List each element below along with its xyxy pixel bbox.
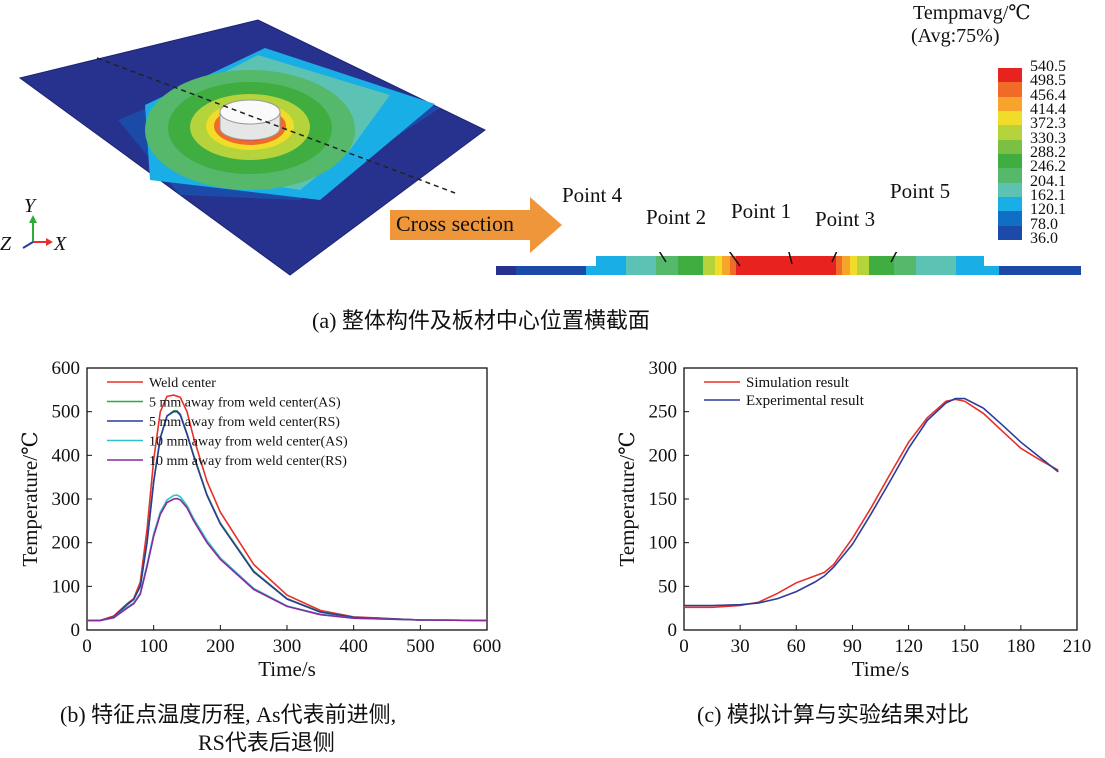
legend-label: 10 mm away from weld center(AS)	[149, 435, 348, 450]
x-axis-label: Time/s	[852, 657, 910, 681]
colorbar-value: 330.3	[1030, 129, 1066, 147]
colorbar-band	[998, 168, 1022, 184]
x-axis-label: Time/s	[258, 657, 316, 681]
x-tick-label: 0	[82, 636, 92, 657]
x-tick-label: 400	[339, 636, 368, 657]
colorbar-value: 372.3	[1030, 115, 1066, 133]
colorbar-band	[998, 182, 1022, 198]
x-tick-label: 60	[787, 636, 806, 657]
colorbar-band	[998, 197, 1022, 212]
x-tick-label: 180	[1007, 636, 1036, 657]
axis-label-y: Y	[24, 195, 36, 217]
cross-section-label: Cross section	[396, 211, 514, 236]
series-line	[684, 397, 1059, 607]
x-tick-label: 0	[679, 636, 689, 657]
point-1-label: Point 1	[731, 199, 792, 223]
x-tick-label: 300	[273, 636, 302, 657]
y-axis-label: Temperature/℃	[615, 431, 639, 566]
colorbar-value: 498.5	[1030, 72, 1066, 90]
caption-b-line2: RS代表后退侧	[198, 730, 335, 755]
cross-section-arrow	[390, 197, 562, 253]
x-tick-label: 30	[731, 636, 750, 657]
colorbar-band	[998, 125, 1022, 141]
cross-section-strip	[496, 252, 1081, 275]
legend-label: Experimental result	[746, 393, 865, 409]
x-tick-label: 210	[1063, 636, 1092, 657]
x-tick-label: 120	[894, 636, 923, 657]
y-tick-label: 500	[52, 402, 81, 423]
colorbar-value: 288.2	[1030, 144, 1066, 161]
colorbar-value: 162.1	[1030, 187, 1066, 204]
chart-c: 0 30 60 90 120 150 180 210 0 50 100 150 200 250 300 Tim…	[615, 358, 1092, 681]
axis-triad: Y Z X	[0, 195, 75, 265]
caption-a: (a) 整体构件及板材中心位置横截面	[312, 308, 650, 333]
series-line	[684, 398, 1059, 609]
colorbar-value: 36.0	[1030, 230, 1058, 247]
y-tick-label: 200	[649, 445, 678, 466]
colorbar-band	[998, 96, 1022, 112]
y-tick-label: 400	[52, 445, 81, 466]
x-tick-label: 100	[139, 636, 168, 657]
legend-label: 5 mm away from weld center(AS)	[149, 396, 341, 411]
point-4-label: Point 4	[562, 183, 623, 207]
colorbar-value: 120.1	[1030, 201, 1066, 219]
colorbar-value: 414.4	[1030, 101, 1066, 118]
x-tick-label: 200	[206, 636, 235, 657]
point-2-label: Point 2	[646, 205, 707, 229]
axis-arrows	[22, 215, 53, 249]
series-line	[87, 494, 488, 622]
colorbar-value: 204.1	[1030, 172, 1066, 190]
y-tick-label: 200	[52, 533, 81, 554]
point-5-label: Point 5	[890, 179, 951, 203]
y-tick-label: 250	[649, 402, 678, 423]
colorbar-band	[998, 139, 1022, 155]
x-tick-label: 500	[406, 636, 435, 657]
x-tick-label: 600	[473, 636, 502, 657]
chart-b: 0 100 200 300 400 500 600 0 100 200 300 400 500 600 Ti…	[18, 358, 502, 681]
legend-title-line1: Tempmavg/℃	[913, 2, 1031, 24]
y-tick-label: 100	[649, 533, 678, 554]
legend-label: Simulation result	[746, 375, 850, 391]
caption-c: (c) 模拟计算与实验结果对比	[697, 702, 969, 727]
colorbar-band	[998, 211, 1022, 227]
y-tick-label: 0	[71, 620, 81, 641]
y-axis-label: Temperature/℃	[18, 431, 42, 566]
x-tick-label: 150	[950, 636, 979, 657]
caption-b-line1: (b) 特征点温度历程, As代表前进侧,	[60, 702, 397, 727]
colorbar-band	[998, 82, 1022, 98]
colorbar-band	[998, 225, 1022, 241]
colorbar-band	[998, 111, 1022, 126]
legend-title-line2: (Avg:75%)	[911, 25, 1000, 47]
colorbar-value: 540.5	[1030, 58, 1066, 75]
legend-values: 540.5 498.5 456.4 414.4 372.3 330.3 288.2 246.2…	[1030, 58, 1100, 248]
panel-a: Y Z X Cross section Point 4	[0, 0, 1105, 345]
colorbar-value: 456.4	[1030, 86, 1066, 104]
legend-label: Weld center	[149, 376, 216, 391]
y-tick-label: 150	[649, 489, 678, 510]
y-tick-label: 50	[658, 576, 677, 597]
colorbar-value: 246.2	[1030, 158, 1066, 176]
legend-label: 10 mm away from weld center(RS)	[149, 454, 347, 469]
legend-label: 5 mm away from weld center(RS)	[149, 415, 340, 430]
y-tick-label: 300	[649, 358, 678, 379]
legend-colorbar	[998, 68, 1022, 241]
axis-label-x: X	[54, 233, 67, 255]
colorbar-value: 78.0	[1030, 215, 1058, 233]
plate-3d-model	[18, 19, 486, 276]
series-line	[87, 410, 488, 622]
y-tick-label: 0	[668, 620, 678, 641]
colorbar-band	[998, 154, 1022, 169]
x-tick-label: 90	[843, 636, 862, 657]
y-tick-label: 300	[52, 489, 81, 510]
point-3-label: Point 3	[815, 207, 876, 231]
colorbar-band	[998, 68, 1022, 83]
axis-label-z: Z	[0, 233, 12, 255]
series-line	[87, 497, 488, 622]
y-tick-label: 600	[52, 358, 81, 379]
y-tick-label: 100	[52, 576, 81, 597]
